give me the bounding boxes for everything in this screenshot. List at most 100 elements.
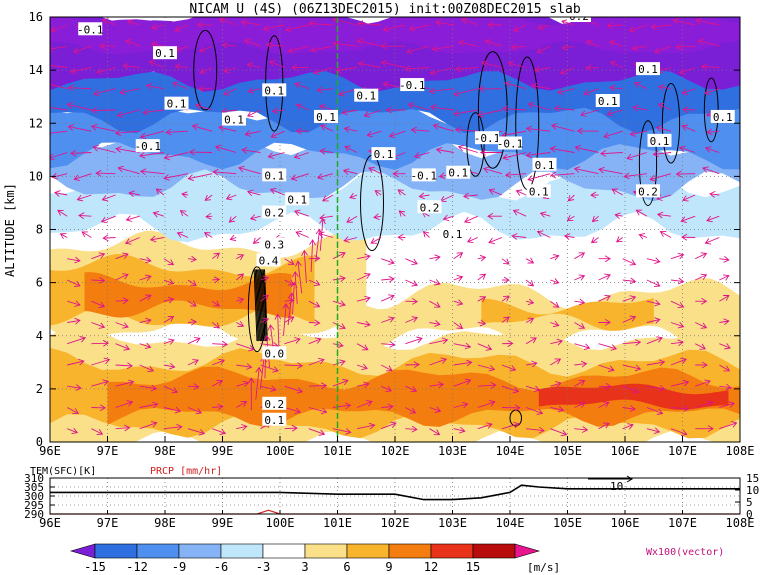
colorbar-box — [430, 543, 474, 559]
wind-vector — [563, 233, 575, 240]
contour-label-bg — [567, 17, 591, 22]
wind-vector — [128, 190, 140, 198]
contour-label: 0.1 — [713, 111, 733, 124]
wind-vector — [262, 24, 285, 32]
wind-vector — [163, 152, 189, 161]
wind-vector — [501, 421, 520, 430]
x-tick-label: 99E — [212, 444, 234, 458]
wind-vector — [212, 403, 224, 411]
wind-vector — [368, 166, 382, 175]
wind-vector — [404, 65, 430, 72]
wind-vector — [488, 188, 503, 196]
wind-vector — [606, 109, 623, 117]
wind-vector — [574, 252, 586, 260]
wind-vector — [603, 130, 623, 139]
wind-vector — [622, 258, 637, 266]
wind-vector — [501, 295, 510, 302]
contour-label-bg — [164, 96, 189, 110]
wind-vector — [381, 385, 392, 392]
wind-vector — [115, 379, 135, 387]
wind-vector — [205, 212, 213, 220]
wind-vector — [507, 60, 527, 68]
wind-vector — [150, 23, 165, 31]
x-tick-label: 97E — [97, 444, 119, 458]
contour-label: 0.1 — [650, 135, 670, 148]
wind-vector — [526, 360, 538, 368]
sub-annotation: 10 — [610, 480, 623, 493]
wind-vector — [115, 297, 129, 305]
wind-vector — [527, 173, 551, 182]
wind-vector — [119, 88, 140, 96]
wind-vector — [533, 66, 551, 73]
wind-vector — [649, 173, 672, 182]
contour-line — [254, 269, 259, 342]
contour-label-bg — [262, 168, 287, 182]
wind-vector — [284, 362, 304, 369]
wind-vector — [525, 298, 535, 306]
contour-label: 0.1 — [155, 47, 175, 60]
colorbar-box — [472, 543, 516, 559]
wind-vector — [66, 407, 79, 415]
wind-vector — [165, 128, 189, 136]
wind-vector — [678, 67, 696, 75]
contour-label-bg — [314, 109, 338, 123]
contour-label-bg — [417, 200, 442, 214]
wind-vector — [125, 215, 140, 222]
wind-vector — [91, 322, 106, 329]
wind-vector — [191, 123, 213, 132]
contour-label: 0.2 — [264, 207, 284, 220]
wind-vector — [454, 126, 478, 134]
wind-vector — [646, 317, 661, 324]
wind-vector — [550, 171, 575, 179]
wind-vector — [611, 188, 623, 196]
wind-vector — [67, 336, 87, 345]
wind-vector — [435, 146, 454, 154]
sub-left-tick-label: 300 — [24, 490, 44, 503]
wind-vector — [198, 45, 213, 53]
wind-vector — [179, 210, 189, 217]
wind-vector — [91, 300, 106, 308]
contour-label: 0.4 — [259, 254, 279, 267]
wind-vector — [626, 152, 648, 161]
wind-vector — [703, 88, 720, 96]
wind-vector — [598, 343, 618, 351]
x-tick-label: 104E — [496, 444, 525, 458]
wind-vector — [388, 130, 406, 139]
wind-vector — [574, 274, 586, 281]
contour-line — [260, 269, 265, 342]
contour-line — [661, 83, 681, 164]
wind-vector — [453, 275, 464, 282]
wind-vector — [512, 24, 527, 32]
wind-vector — [265, 41, 285, 49]
wind-vector — [658, 84, 672, 91]
wind-vector — [332, 300, 346, 307]
prcp-label: PRCP [mm/hr] — [150, 466, 222, 477]
wind-vector — [50, 152, 68, 161]
colorbar-box — [388, 543, 432, 559]
wind-vector — [91, 277, 106, 284]
wind-vector — [211, 300, 221, 307]
wind-vector — [585, 64, 599, 72]
wind-vector — [680, 215, 696, 223]
wind-vector — [512, 209, 527, 217]
wind-vector — [187, 337, 201, 345]
contour-label-bg — [636, 62, 660, 76]
colorbar-box — [136, 543, 180, 559]
wind-vector — [453, 109, 478, 117]
sub-x-tick-label: 103E — [438, 516, 467, 530]
wind-vector — [453, 88, 478, 97]
wind-vector — [295, 230, 309, 238]
contour-label: -0.1 — [77, 23, 104, 36]
wind-vector — [101, 18, 116, 26]
wind-vector — [91, 357, 111, 366]
x-tick-label: 101E — [323, 444, 352, 458]
wind-vector — [408, 24, 430, 32]
wind-vector — [346, 215, 358, 223]
wind-vector — [487, 21, 503, 29]
wind-vector — [574, 360, 588, 368]
wind-vector — [608, 40, 623, 47]
contour-label: 0.1 — [638, 63, 658, 76]
wind-vector — [405, 385, 418, 393]
contour-line — [466, 112, 485, 177]
wind-vector — [204, 194, 213, 201]
